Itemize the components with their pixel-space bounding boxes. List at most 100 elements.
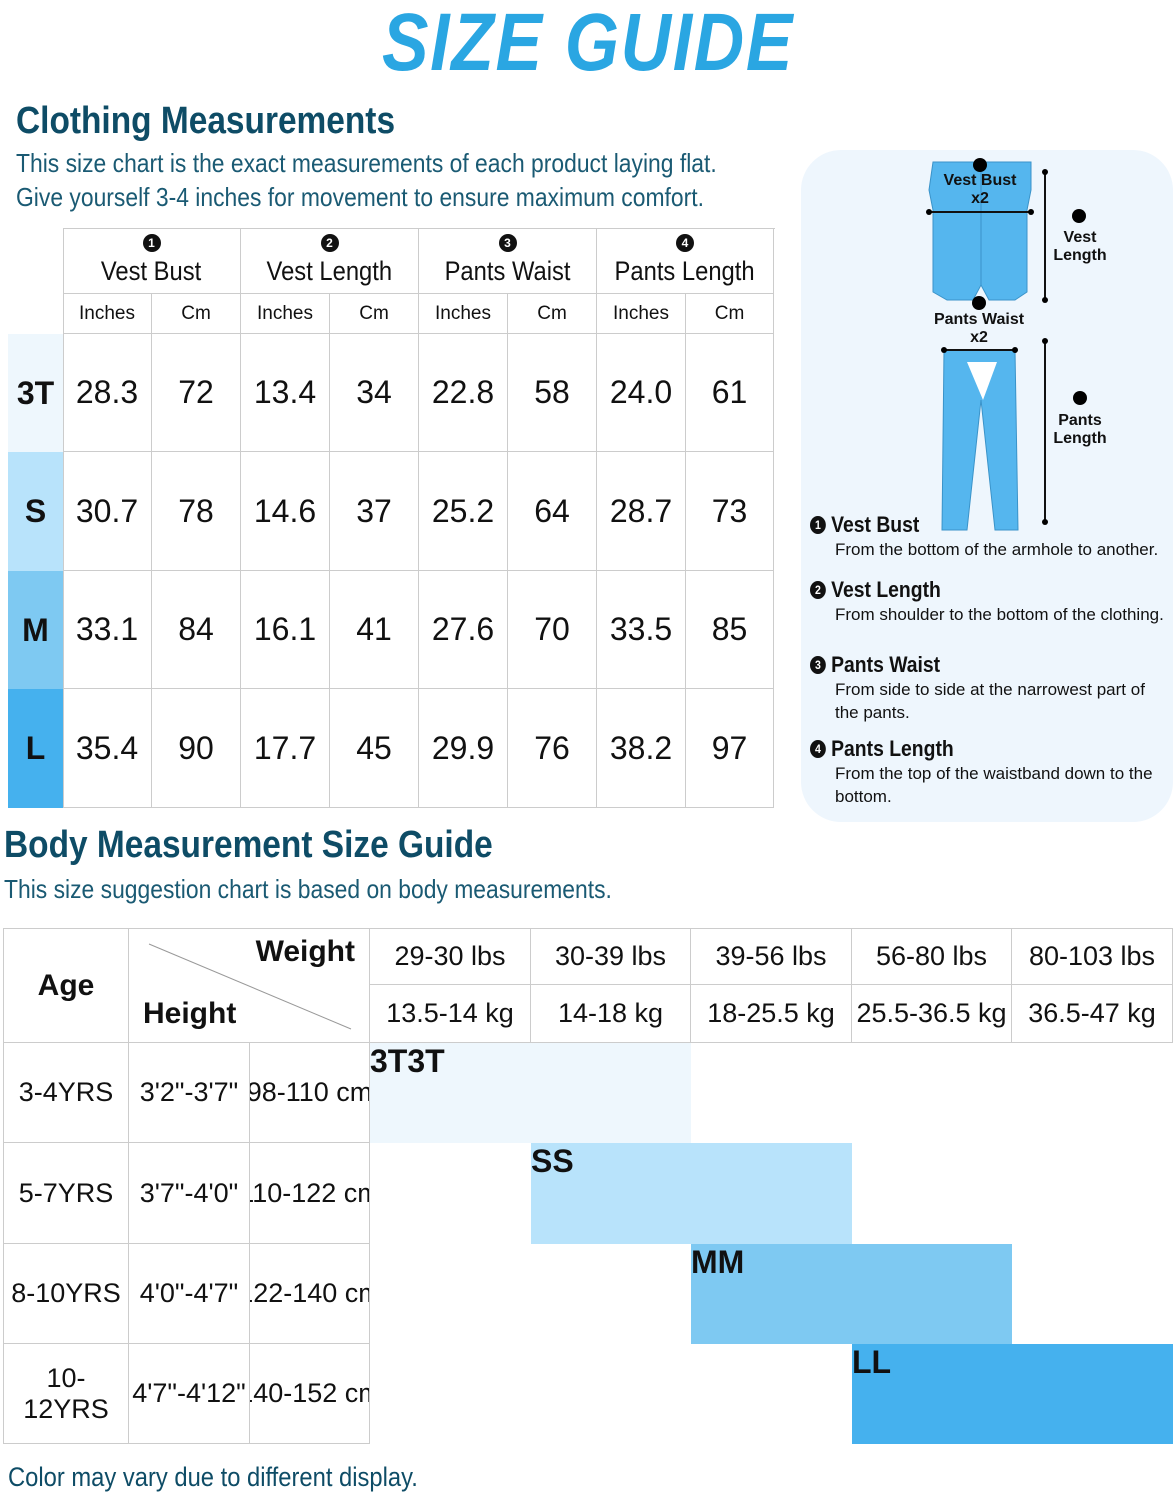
weight-lbs-header: 39-56 lbs <box>691 928 852 985</box>
vest-bust-label: Vest Bust <box>943 172 1017 189</box>
table-cell: 34 <box>330 334 419 452</box>
unit-header: Inches <box>241 294 330 334</box>
column-header: 1 Vest Bust <box>63 228 241 294</box>
table-cell: 24.0 <box>597 334 686 452</box>
unit-header: Cm <box>152 294 241 334</box>
size-label: S <box>8 452 63 571</box>
height-label: Height <box>143 997 237 1030</box>
size-label: M <box>8 571 63 689</box>
table-cell: 58 <box>508 334 597 452</box>
pants-length-label-1: Pants <box>1058 412 1102 429</box>
pants-waist-label: Pants Waist <box>933 311 1025 328</box>
size-cell: L <box>871 1344 892 1380</box>
height-ft-cell: 4'7"-4'12" <box>129 1344 250 1444</box>
number-badge-icon: 3 <box>498 234 517 252</box>
note-item: 3 Pants Waist From side to side at the nar… <box>810 652 1170 724</box>
pants-length-label-2: Length <box>1053 430 1107 447</box>
table-cell: 17.7 <box>241 689 330 808</box>
table-cell: 41 <box>330 571 419 689</box>
table-cell: 90 <box>152 689 241 808</box>
note-title-text: Vest Bust <box>831 512 920 537</box>
size-cell: 3T <box>370 1043 408 1079</box>
number-badge-icon: 3 <box>810 656 826 674</box>
table-cell: 37 <box>330 452 419 571</box>
vest-icon <box>926 161 1034 301</box>
column-header: 3 Pants Waist <box>419 228 597 294</box>
table-cell: 45 <box>330 689 419 808</box>
height-cm-cell: 110-122 cm <box>250 1143 370 1244</box>
size-cell: M <box>691 1244 718 1280</box>
note-title-text: Pants Length <box>831 736 954 761</box>
size-cell: M <box>717 1244 745 1280</box>
number-badge-icon: 1 <box>810 516 826 534</box>
table-cell: 76 <box>508 689 597 808</box>
column-header: 2 Vest Length <box>241 228 419 294</box>
weight-kg-header: 14-18 kg <box>531 985 691 1043</box>
column-label: Vest Length <box>266 256 393 286</box>
size-cell: S <box>531 1143 553 1179</box>
note-description: From shoulder to the bottom of the cloth… <box>835 605 1164 624</box>
table-cell: 29.9 <box>419 689 508 808</box>
unit-header: Inches <box>597 294 686 334</box>
weight-kg-header: 18-25.5 kg <box>691 985 852 1043</box>
age-cell: 10-12YRS <box>3 1344 129 1444</box>
unit-header: Cm <box>330 294 419 334</box>
note-title: 2 Vest Length <box>810 577 1127 603</box>
note-description: From the top of the waistband down to th… <box>835 764 1153 806</box>
number-badge-icon: 2 <box>810 581 826 599</box>
table-cell: 14.6 <box>241 452 330 571</box>
table-cell: 33.1 <box>63 571 152 689</box>
size-label: 3T <box>8 334 63 452</box>
table-cell: 16.1 <box>241 571 330 689</box>
note-title: 3 Pants Waist <box>810 652 1127 678</box>
table-cell: 13.4 <box>241 334 330 452</box>
note-title: 1 Vest Bust <box>810 512 1127 538</box>
table-cell: 27.6 <box>419 571 508 689</box>
vest-bust-x2: x2 <box>971 190 989 207</box>
body-desc: This size suggestion chart is based on b… <box>4 874 612 904</box>
size-cell: S <box>552 1143 574 1179</box>
table-grid <box>63 228 775 808</box>
unit-header: Cm <box>508 294 597 334</box>
age-cell: 8-10YRS <box>3 1244 129 1344</box>
garment-diagram <box>926 158 1087 531</box>
table-cell: 73 <box>686 452 774 571</box>
table-cell: 72 <box>152 334 241 452</box>
note-description: From side to side at the narrowest part … <box>835 680 1145 722</box>
weight-kg-header: 25.5-36.5 kg <box>852 985 1012 1043</box>
column-label: Pants Waist <box>444 256 571 286</box>
weight-kg-header: 13.5-14 kg <box>370 985 531 1043</box>
table-cell: 25.2 <box>419 452 508 571</box>
weight-label: Weight <box>255 935 355 968</box>
clothing-desc-1: This size chart is the exact measurement… <box>16 148 717 178</box>
table-cell: 61 <box>686 334 774 452</box>
weight-lbs-header: 56-80 lbs <box>852 928 1012 985</box>
table-cell: 30.7 <box>63 452 152 571</box>
weight-lbs-header: 30-39 lbs <box>531 928 691 985</box>
column-label: Pants Length <box>614 256 756 286</box>
column-header: 4 Pants Length <box>597 228 774 294</box>
note-item: 1 Vest Bust From the bottom of the armhole… <box>810 512 1170 561</box>
diagonal-divider <box>148 943 352 1030</box>
unit-header: Inches <box>63 294 152 334</box>
size-cell: 3T <box>407 1043 445 1079</box>
table-cell: 28.3 <box>63 334 152 452</box>
number-badge-icon: 2 <box>320 234 339 252</box>
table-cell: 33.5 <box>597 571 686 689</box>
unit-header: Inches <box>419 294 508 334</box>
note-description: From the bottom of the armhole to anothe… <box>835 540 1159 559</box>
table-cell: 85 <box>686 571 774 689</box>
pants-icon <box>941 347 1019 531</box>
note-title-text: Vest Length <box>831 577 941 602</box>
table-cell: 38.2 <box>597 689 686 808</box>
footer-note: Color may vary due to different display. <box>8 1462 418 1492</box>
age-cell: 5-7YRS <box>3 1143 129 1244</box>
height-cm-cell: 98-110 cm <box>250 1043 370 1143</box>
table-cell: 84 <box>152 571 241 689</box>
number-badge-icon: 4 <box>810 740 826 758</box>
page-title: SIZE GUIDE <box>381 0 795 88</box>
height-ft-cell: 3'2"-3'7" <box>129 1043 250 1143</box>
column-label: Vest Bust <box>101 256 202 286</box>
